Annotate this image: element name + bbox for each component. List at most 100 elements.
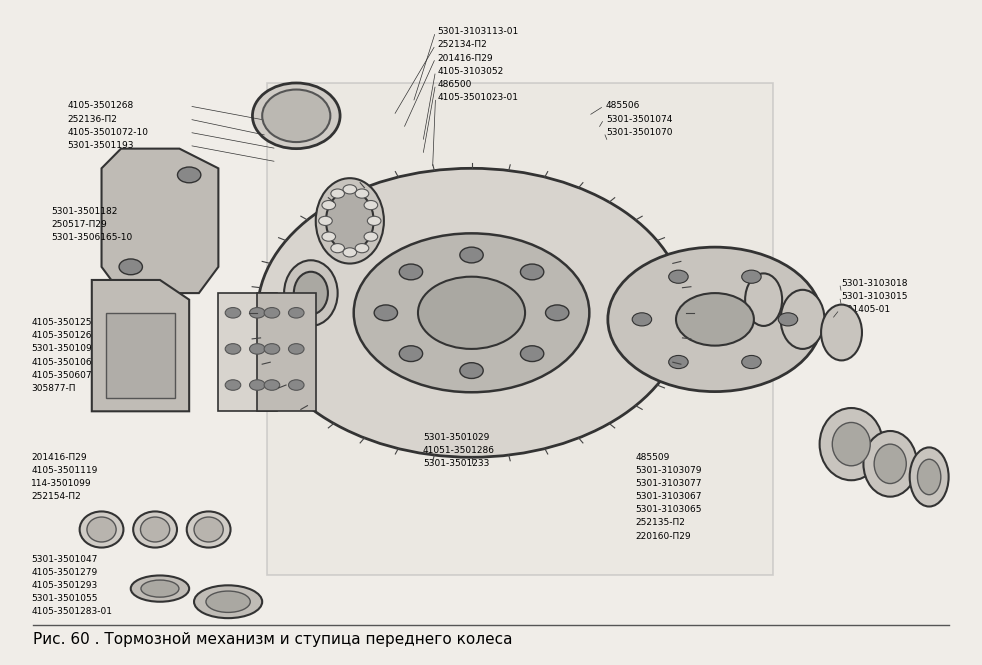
- Circle shape: [249, 307, 265, 318]
- Text: 4105-3501061: 4105-3501061: [31, 358, 98, 366]
- Ellipse shape: [745, 273, 782, 326]
- Circle shape: [319, 216, 332, 225]
- FancyBboxPatch shape: [267, 83, 774, 575]
- Text: 41051-3501286: 41051-3501286: [423, 446, 495, 456]
- Circle shape: [322, 201, 336, 209]
- Polygon shape: [91, 280, 190, 411]
- Ellipse shape: [821, 305, 862, 360]
- Circle shape: [460, 362, 483, 378]
- Ellipse shape: [134, 511, 177, 547]
- Text: 4105-3103052: 4105-3103052: [437, 66, 504, 76]
- Text: 5301-3103079: 5301-3103079: [635, 466, 701, 475]
- Circle shape: [778, 313, 797, 326]
- Text: 5301-3103065: 5301-3103065: [635, 505, 701, 514]
- Text: 5301-3506165-10: 5301-3506165-10: [51, 233, 133, 242]
- Ellipse shape: [316, 178, 384, 263]
- Text: 301405-01: 301405-01: [842, 305, 891, 314]
- Text: 5301-3501233: 5301-3501233: [423, 460, 489, 468]
- Circle shape: [119, 259, 142, 275]
- Circle shape: [364, 232, 378, 241]
- Circle shape: [257, 168, 685, 458]
- Circle shape: [669, 270, 688, 283]
- Circle shape: [225, 380, 241, 390]
- Circle shape: [741, 356, 761, 368]
- Polygon shape: [106, 313, 175, 398]
- Text: 4105-3501023-01: 4105-3501023-01: [437, 93, 518, 102]
- Text: 4105-3501259-01: 4105-3501259-01: [31, 318, 112, 327]
- Circle shape: [669, 356, 688, 368]
- Text: 4105-3501268: 4105-3501268: [68, 102, 134, 110]
- Ellipse shape: [131, 575, 190, 602]
- Circle shape: [225, 344, 241, 354]
- Text: 252154-П2: 252154-П2: [31, 492, 82, 501]
- Circle shape: [354, 233, 589, 392]
- Ellipse shape: [252, 83, 340, 149]
- Circle shape: [355, 243, 369, 253]
- Ellipse shape: [187, 511, 231, 547]
- Ellipse shape: [820, 408, 883, 480]
- Polygon shape: [101, 149, 218, 293]
- Circle shape: [178, 167, 201, 183]
- Text: 485506: 485506: [606, 102, 640, 110]
- Text: 4105-3501119: 4105-3501119: [31, 466, 98, 475]
- Circle shape: [520, 264, 544, 280]
- Circle shape: [264, 307, 280, 318]
- Text: 4105-3501267: 4105-3501267: [31, 331, 97, 340]
- Ellipse shape: [80, 511, 124, 547]
- Text: 252136-П2: 252136-П2: [68, 114, 117, 124]
- Text: 5301-3103077: 5301-3103077: [635, 479, 701, 488]
- Text: 252134-П2: 252134-П2: [437, 41, 487, 49]
- Circle shape: [225, 307, 241, 318]
- Circle shape: [520, 346, 544, 362]
- Text: 220160-П29: 220160-П29: [635, 531, 690, 541]
- Text: 4105-3506078: 4105-3506078: [31, 370, 98, 380]
- Circle shape: [343, 248, 356, 257]
- Ellipse shape: [206, 591, 250, 612]
- Ellipse shape: [141, 580, 179, 597]
- Circle shape: [322, 232, 336, 241]
- Ellipse shape: [262, 90, 330, 142]
- Circle shape: [374, 305, 398, 321]
- Circle shape: [676, 293, 754, 346]
- Ellipse shape: [326, 191, 374, 251]
- Circle shape: [608, 247, 822, 392]
- Text: 4105-3501279: 4105-3501279: [31, 568, 97, 577]
- Text: 486500: 486500: [437, 80, 471, 89]
- Text: 5301-3103113-01: 5301-3103113-01: [437, 27, 518, 37]
- Ellipse shape: [140, 517, 170, 542]
- Text: 5301-3103067: 5301-3103067: [635, 492, 701, 501]
- Text: 252135-П2: 252135-П2: [635, 519, 685, 527]
- Text: 4105-3501283-01: 4105-3501283-01: [31, 607, 112, 616]
- Ellipse shape: [87, 517, 116, 542]
- Circle shape: [249, 380, 265, 390]
- Circle shape: [289, 380, 304, 390]
- Circle shape: [331, 243, 345, 253]
- FancyBboxPatch shape: [218, 293, 277, 411]
- Text: 5301-3501090: 5301-3501090: [31, 344, 98, 353]
- Ellipse shape: [294, 272, 328, 315]
- Ellipse shape: [194, 585, 262, 618]
- Text: 201416-П29: 201416-П29: [437, 53, 493, 63]
- Text: 5301-3103018: 5301-3103018: [842, 279, 908, 288]
- Text: 5301-3501047: 5301-3501047: [31, 555, 98, 563]
- Circle shape: [400, 346, 422, 362]
- Ellipse shape: [284, 260, 338, 326]
- Ellipse shape: [909, 448, 949, 507]
- Circle shape: [400, 264, 422, 280]
- Circle shape: [460, 247, 483, 263]
- Circle shape: [264, 380, 280, 390]
- Circle shape: [289, 307, 304, 318]
- Text: Рис. 60 . Тормозной механизм и ступица переднего колеса: Рис. 60 . Тормозной механизм и ступица п…: [33, 632, 513, 647]
- Text: 5301-3501055: 5301-3501055: [31, 594, 98, 603]
- Ellipse shape: [863, 431, 917, 497]
- Text: 114-3501099: 114-3501099: [31, 479, 92, 488]
- Text: 5301-3501182: 5301-3501182: [51, 207, 117, 215]
- Ellipse shape: [833, 422, 870, 466]
- Circle shape: [367, 216, 381, 225]
- Ellipse shape: [781, 290, 825, 349]
- Circle shape: [249, 344, 265, 354]
- Circle shape: [331, 189, 345, 198]
- Text: 250517-П29: 250517-П29: [51, 219, 107, 229]
- Circle shape: [289, 344, 304, 354]
- FancyBboxPatch shape: [257, 293, 316, 411]
